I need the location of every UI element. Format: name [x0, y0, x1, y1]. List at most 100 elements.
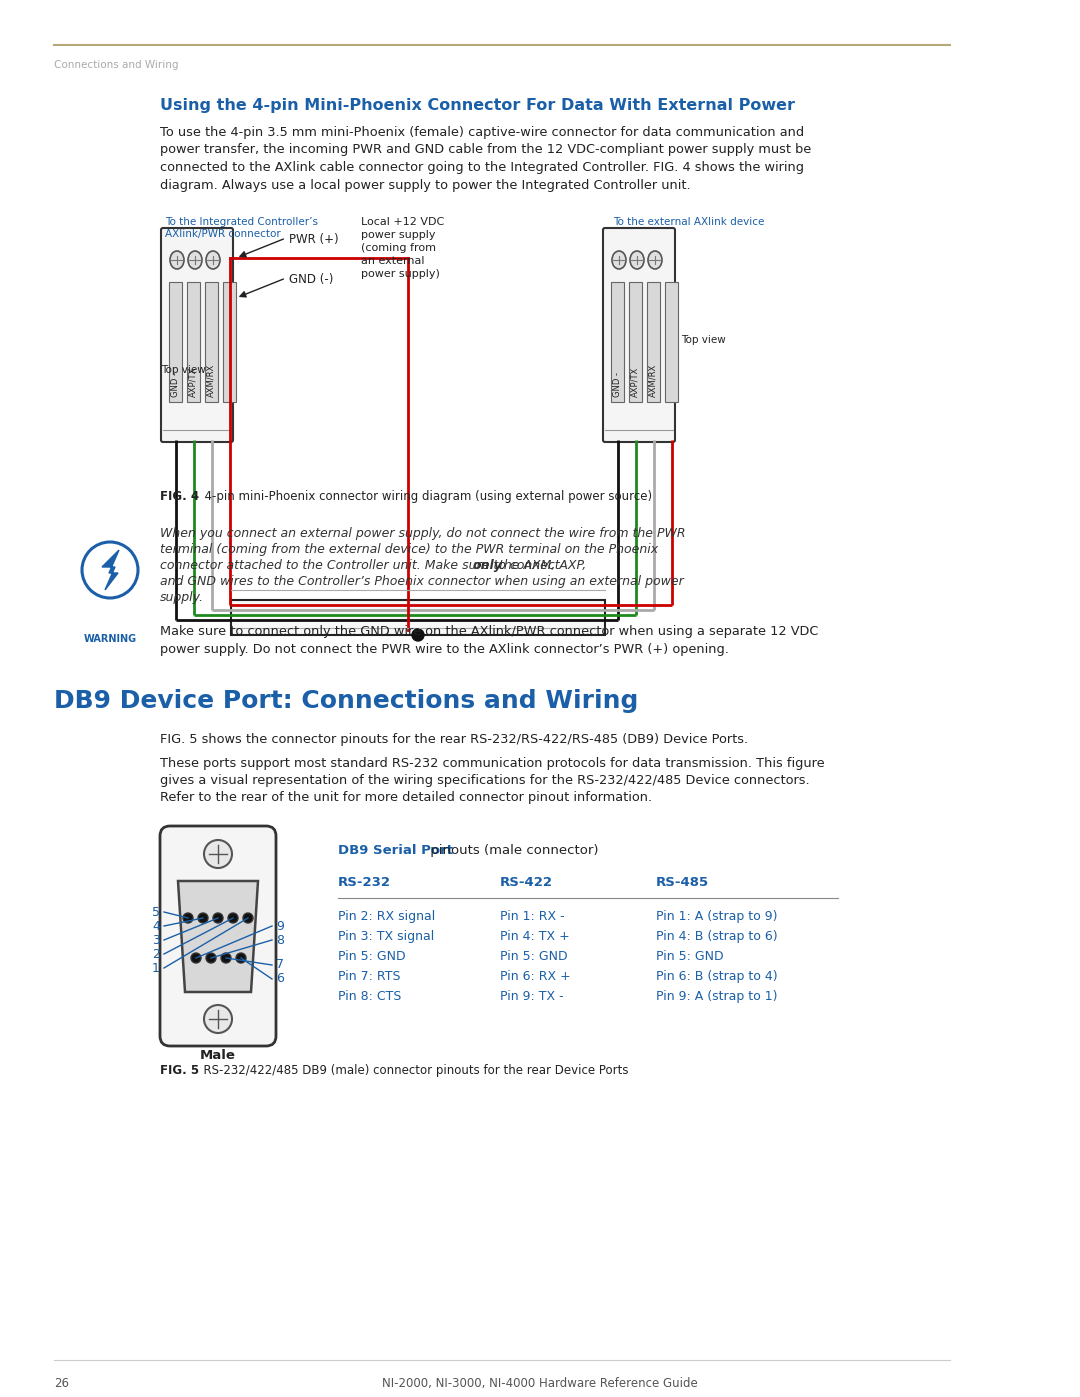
Text: To the external AXlink device: To the external AXlink device	[613, 217, 765, 226]
Text: Pin 6: RX +: Pin 6: RX +	[500, 970, 570, 983]
Ellipse shape	[630, 251, 644, 270]
Circle shape	[237, 953, 246, 963]
Text: Pin 4: B (strap to 6): Pin 4: B (strap to 6)	[656, 930, 778, 943]
Ellipse shape	[188, 251, 202, 270]
Text: diagram. Always use a local power supply to power the Integrated Controller unit: diagram. Always use a local power supply…	[160, 179, 690, 191]
Bar	[231, 599, 605, 636]
Bar	[629, 282, 642, 402]
Text: gives a visual representation of the wiring specifications for the RS-232/422/48: gives a visual representation of the wir…	[160, 774, 810, 787]
Text: GND -: GND -	[171, 372, 179, 397]
Text: NI-2000, NI-3000, NI-4000 Hardware Reference Guide: NI-2000, NI-3000, NI-4000 Hardware Refer…	[382, 1377, 698, 1390]
Text: AXM/RX: AXM/RX	[648, 363, 658, 397]
Text: Pin 8: CTS: Pin 8: CTS	[338, 990, 402, 1003]
Circle shape	[213, 914, 222, 923]
Text: 2: 2	[152, 947, 160, 961]
Text: To the Integrated Controller’s: To the Integrated Controller’s	[165, 217, 318, 226]
Text: GND (-): GND (-)	[289, 272, 334, 286]
Text: Pin 2: RX signal: Pin 2: RX signal	[338, 909, 435, 923]
Text: RS-232: RS-232	[338, 876, 391, 888]
Text: To use the 4-pin 3.5 mm mini-Phoenix (female) captive-wire connector for data co: To use the 4-pin 3.5 mm mini-Phoenix (fe…	[160, 126, 805, 138]
Text: Pin 1: RX -: Pin 1: RX -	[500, 909, 565, 923]
Text: Pin 7: RTS: Pin 7: RTS	[338, 970, 401, 983]
Circle shape	[228, 914, 238, 923]
Bar	[611, 282, 624, 402]
Text: power supply: power supply	[361, 231, 435, 240]
Text: Pin 5: GND: Pin 5: GND	[500, 950, 568, 963]
Text: Top view: Top view	[161, 365, 206, 374]
Text: Pin 3: TX signal: Pin 3: TX signal	[338, 930, 434, 943]
Text: power transfer, the incoming PWR and GND cable from the 12 VDC-compliant power s: power transfer, the incoming PWR and GND…	[160, 144, 811, 156]
Text: 8: 8	[276, 933, 284, 947]
Text: PWR (+): PWR (+)	[289, 233, 339, 246]
Circle shape	[206, 953, 216, 963]
Text: 3: 3	[152, 933, 160, 947]
Bar	[187, 282, 200, 402]
Ellipse shape	[206, 251, 220, 270]
Text: supply.: supply.	[160, 591, 204, 604]
Text: WARNING: WARNING	[83, 634, 136, 644]
Circle shape	[204, 1004, 232, 1032]
Text: only: only	[472, 559, 502, 571]
Text: terminal (coming from the external device) to the PWR terminal on the Phoenix: terminal (coming from the external devic…	[160, 543, 658, 556]
Text: AXlink/PWR connector: AXlink/PWR connector	[165, 229, 281, 239]
Text: Pin 9: A (strap to 1): Pin 9: A (strap to 1)	[656, 990, 778, 1003]
FancyBboxPatch shape	[603, 228, 675, 441]
Bar	[168, 282, 183, 402]
Text: 26: 26	[54, 1377, 69, 1390]
Text: FIG. 5 shows the connector pinouts for the rear RS-232/RS-422/RS-485 (DB9) Devic: FIG. 5 shows the connector pinouts for t…	[160, 733, 748, 746]
Text: (coming from: (coming from	[361, 243, 436, 253]
Text: DB9 Serial Port: DB9 Serial Port	[338, 844, 453, 856]
Circle shape	[411, 629, 424, 641]
Text: 9: 9	[276, 919, 284, 933]
Text: These ports support most standard RS-232 communication protocols for data transm: These ports support most standard RS-232…	[160, 757, 825, 770]
FancyBboxPatch shape	[161, 228, 233, 441]
Circle shape	[191, 953, 201, 963]
Text: GND -: GND -	[612, 372, 621, 397]
Bar	[665, 282, 678, 402]
Circle shape	[198, 914, 208, 923]
Polygon shape	[102, 550, 119, 590]
Text: DB9 Device Port: Connections and Wiring: DB9 Device Port: Connections and Wiring	[54, 689, 638, 712]
Text: pinouts (male connector): pinouts (male connector)	[426, 844, 598, 856]
Text: an external: an external	[361, 256, 424, 265]
Text: Pin 5: GND: Pin 5: GND	[338, 950, 406, 963]
Bar	[222, 282, 237, 402]
Text: power supply. Do not connect the PWR wire to the AXlink connector’s PWR (+) open: power supply. Do not connect the PWR wir…	[160, 643, 729, 657]
Text: Connections and Wiring: Connections and Wiring	[54, 60, 178, 70]
Text: Refer to the rear of the unit for more detailed connector pinout information.: Refer to the rear of the unit for more d…	[160, 791, 652, 805]
Text: Pin 4: TX +: Pin 4: TX +	[500, 930, 570, 943]
Text: Male: Male	[200, 1049, 235, 1062]
Circle shape	[221, 953, 231, 963]
Circle shape	[204, 840, 232, 868]
Text: 4-pin mini-Phoenix connector wiring diagram (using external power source): 4-pin mini-Phoenix connector wiring diag…	[197, 490, 652, 503]
Text: Make sure to connect only the GND wire on the AXlink/PWR connector when using a : Make sure to connect only the GND wire o…	[160, 624, 819, 638]
Text: Top view: Top view	[681, 335, 726, 345]
Text: RS-422: RS-422	[500, 876, 553, 888]
Text: 7: 7	[276, 958, 284, 971]
Text: Pin 5: GND: Pin 5: GND	[656, 950, 724, 963]
Ellipse shape	[612, 251, 626, 270]
Circle shape	[183, 914, 193, 923]
Bar	[205, 282, 218, 402]
Text: FIG. 5: FIG. 5	[160, 1065, 199, 1077]
Circle shape	[243, 914, 253, 923]
Text: connected to the AXlink cable connector going to the Integrated Controller. FIG.: connected to the AXlink cable connector …	[160, 161, 804, 175]
Text: 5: 5	[152, 905, 160, 918]
Text: Local +12 VDC: Local +12 VDC	[361, 217, 444, 226]
Text: Pin 1: A (strap to 9): Pin 1: A (strap to 9)	[656, 909, 778, 923]
Text: AXP/TX: AXP/TX	[189, 367, 198, 397]
Ellipse shape	[648, 251, 662, 270]
Polygon shape	[178, 882, 258, 992]
Text: 4: 4	[152, 919, 160, 933]
FancyBboxPatch shape	[160, 826, 276, 1046]
Text: When you connect an external power supply, do not connect the wire from the PWR: When you connect an external power suppl…	[160, 527, 686, 541]
Ellipse shape	[170, 251, 184, 270]
Text: Using the 4-pin Mini-Phoenix Connector For Data With External Power: Using the 4-pin Mini-Phoenix Connector F…	[160, 98, 795, 113]
Text: 1: 1	[152, 961, 160, 975]
Text: RS-485: RS-485	[656, 876, 710, 888]
Text: and GND wires to the Controller’s Phoenix connector when using an external power: and GND wires to the Controller’s Phoeni…	[160, 576, 684, 588]
Text: power supply): power supply)	[361, 270, 440, 279]
Text: AXM/RX: AXM/RX	[206, 363, 216, 397]
Text: RS-232/422/485 DB9 (male) connector pinouts for the rear Device Ports: RS-232/422/485 DB9 (male) connector pino…	[195, 1065, 629, 1077]
Circle shape	[82, 542, 138, 598]
